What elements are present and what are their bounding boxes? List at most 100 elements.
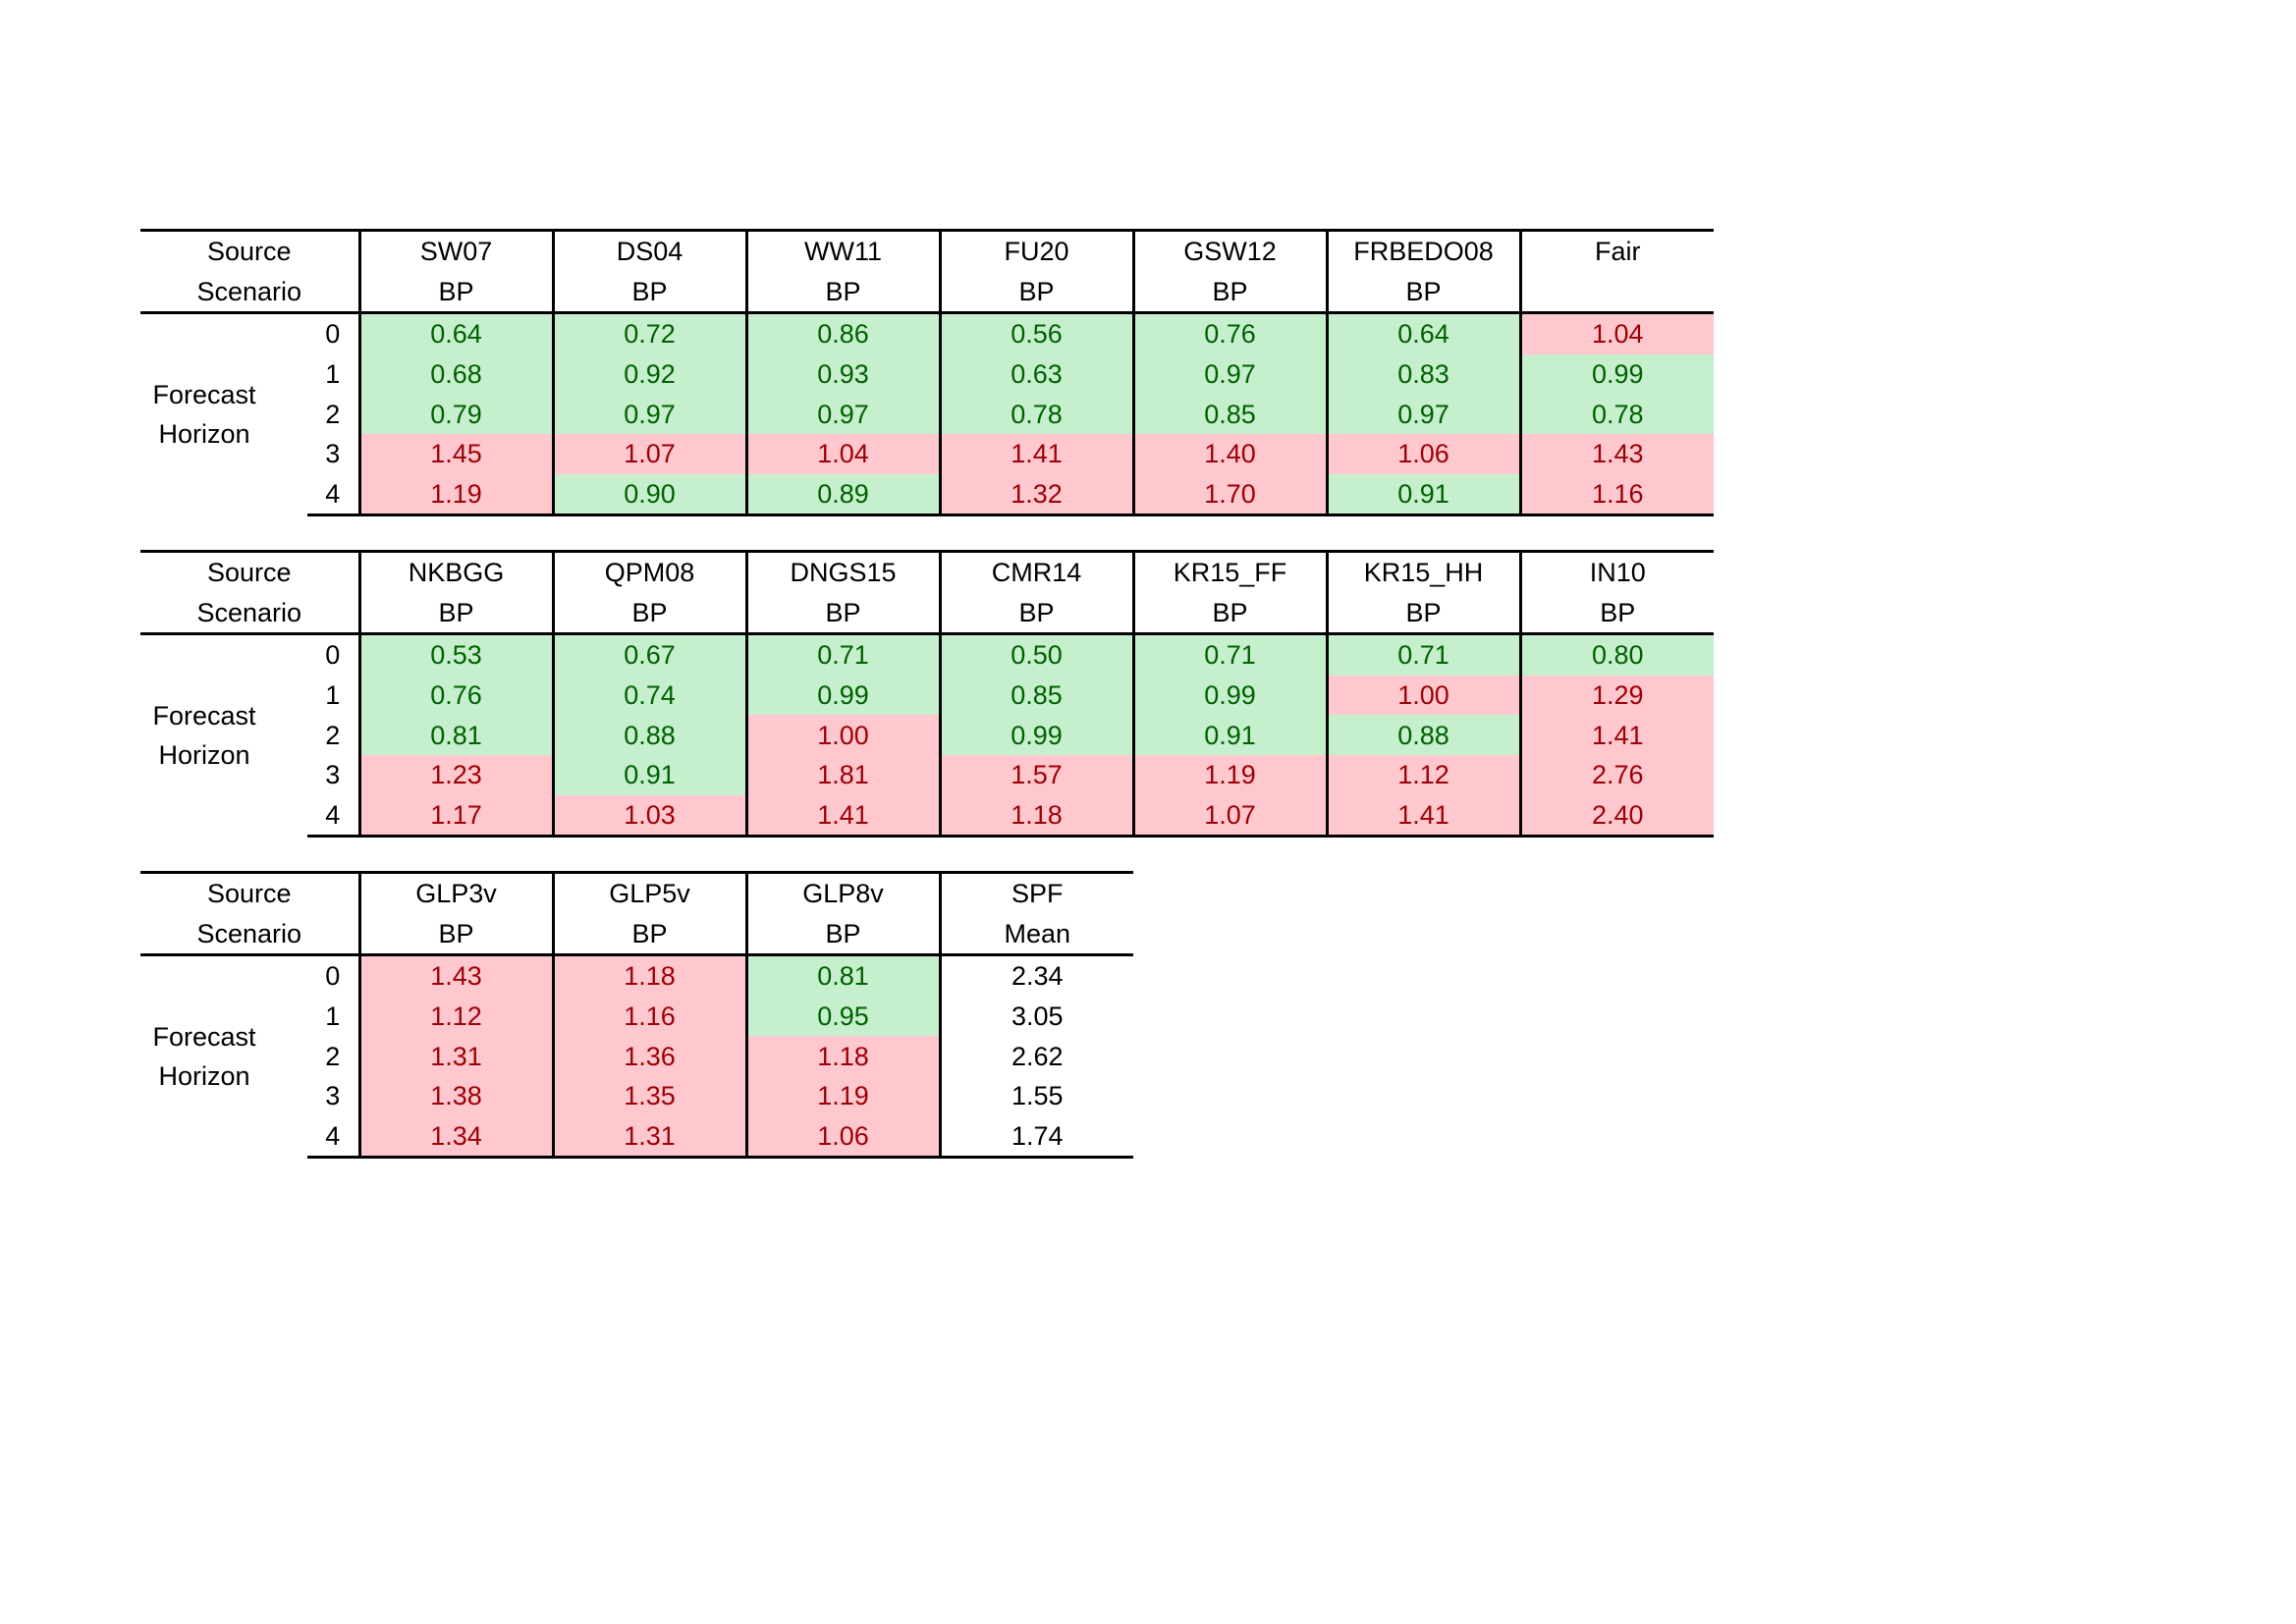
ratio-cell: 2.40 bbox=[1518, 794, 1714, 839]
ratio-cell: 1.03 bbox=[551, 794, 746, 839]
table-row: 4 1.19 0.90 0.89 1.32 1.70 0.91 1.16 bbox=[140, 473, 1714, 517]
ratio-cell: 0.74 bbox=[551, 675, 746, 716]
ratio-cell: 0.68 bbox=[357, 353, 553, 395]
ratio-cell: 1.19 bbox=[1131, 754, 1327, 795]
ratio-cell: 1.55 bbox=[938, 1075, 1133, 1116]
ratio-cell: 1.31 bbox=[551, 1115, 746, 1160]
ratio-cell: 0.64 bbox=[1325, 312, 1520, 354]
scenario-label: BP bbox=[1131, 271, 1327, 315]
ratio-cell: 0.85 bbox=[938, 675, 1133, 716]
forecast-label: Forecast bbox=[152, 701, 256, 731]
ratio-cell: 0.89 bbox=[744, 473, 940, 517]
ratio-cell: 1.07 bbox=[1131, 794, 1327, 839]
table-row: 3 1.23 0.91 1.81 1.57 1.19 1.12 2.76 bbox=[140, 754, 1714, 795]
ratio-cell: 1.16 bbox=[1518, 473, 1714, 517]
ratio-cell: 0.99 bbox=[1518, 353, 1714, 395]
table-row: 3 1.45 1.07 1.04 1.41 1.40 1.06 1.43 bbox=[140, 433, 1714, 474]
ratio-cell: 1.04 bbox=[1518, 312, 1714, 354]
ratio-cell: 0.80 bbox=[1518, 633, 1714, 676]
model-name-header: DNGS15 bbox=[744, 549, 940, 593]
ratio-cell: 0.71 bbox=[1131, 633, 1327, 676]
table-row: Forecast Horizon 0 0.64 0.72 0.86 0.56 0.76 0.… bbox=[140, 312, 1714, 449]
scenario-label: BP bbox=[744, 271, 940, 315]
model-name-header: FRBEDO08 bbox=[1325, 228, 1520, 272]
ratio-cell: 0.79 bbox=[357, 394, 553, 434]
ratio-cell: 1.41 bbox=[1325, 794, 1520, 839]
ratio-cell: 0.91 bbox=[1325, 473, 1520, 517]
ratio-cell: 0.86 bbox=[744, 312, 940, 354]
ratio-cell: 1.06 bbox=[744, 1115, 940, 1160]
ratio-cell: 0.81 bbox=[744, 954, 940, 997]
ratio-cell: 0.76 bbox=[1131, 312, 1327, 354]
ratio-cell: 1.17 bbox=[357, 794, 553, 839]
ratio-cell: 1.40 bbox=[1131, 433, 1327, 474]
ratio-cell: 1.43 bbox=[1518, 433, 1714, 474]
forecast-label: Forecast bbox=[152, 1022, 256, 1053]
horizon-label: Horizon bbox=[158, 740, 250, 771]
ratio-cell: 0.99 bbox=[1131, 675, 1327, 716]
ratio-cell: 0.78 bbox=[938, 394, 1133, 434]
table-row: 1 0.68 0.92 0.93 0.63 0.97 0.83 0.99 bbox=[140, 353, 1714, 395]
ratio-cell: 1.31 bbox=[357, 1036, 553, 1076]
ratio-cell: 1.04 bbox=[744, 433, 940, 474]
scenario-label: BP bbox=[938, 592, 1133, 636]
horizon-number: 2 bbox=[325, 720, 341, 750]
table-row: 1 0.76 0.74 0.99 0.85 0.99 1.00 1.29 bbox=[140, 675, 1714, 716]
ratio-cell: 0.78 bbox=[1518, 394, 1714, 434]
ratio-cell: 1.74 bbox=[938, 1115, 1133, 1160]
ratio-cell: 3.05 bbox=[938, 996, 1133, 1037]
ratio-cell: 2.76 bbox=[1518, 754, 1714, 795]
ratio-cell: 1.41 bbox=[1518, 715, 1714, 755]
table-row: 2 1.31 1.36 1.18 2.62 bbox=[140, 1036, 1133, 1076]
table-row: 1 1.12 1.16 0.95 3.05 bbox=[140, 996, 1133, 1037]
ratio-cell: 1.16 bbox=[551, 996, 746, 1037]
forecast-label: Forecast bbox=[152, 380, 256, 410]
horizon-number: 1 bbox=[325, 1001, 341, 1032]
ratio-cell: 0.88 bbox=[1325, 715, 1520, 755]
ratio-cell: 0.97 bbox=[551, 394, 746, 434]
ratio-cell: 1.12 bbox=[357, 996, 553, 1037]
ratio-cell: 0.97 bbox=[744, 394, 940, 434]
horizon-number: 0 bbox=[325, 640, 341, 671]
table-row: 4 1.17 1.03 1.41 1.18 1.07 1.41 2.40 bbox=[140, 794, 1714, 839]
ratio-cell: 1.41 bbox=[938, 433, 1133, 474]
ratio-cell: 0.99 bbox=[938, 715, 1133, 755]
source-header: Source bbox=[140, 228, 359, 272]
ratio-cell: 1.07 bbox=[551, 433, 746, 474]
ratio-cell: 0.90 bbox=[551, 473, 746, 517]
horizon-number: 2 bbox=[325, 399, 341, 429]
ratio-cell: 0.81 bbox=[357, 715, 553, 755]
horizon-number: 4 bbox=[307, 1115, 359, 1160]
model-name-header: WW11 bbox=[744, 228, 940, 272]
model-name-header: GLP5v bbox=[551, 870, 746, 914]
horizon-number: 0 bbox=[325, 961, 341, 992]
model-name-header: GSW12 bbox=[1131, 228, 1327, 272]
horizon-number: 4 bbox=[307, 794, 359, 839]
source-header: Source bbox=[140, 549, 359, 593]
ratio-cell: 0.67 bbox=[551, 633, 746, 676]
ratio-cell: 1.57 bbox=[938, 754, 1133, 795]
ratio-cell: 1.12 bbox=[1325, 754, 1520, 795]
ratio-cell: 0.99 bbox=[744, 675, 940, 716]
ratio-cell: 0.92 bbox=[551, 353, 746, 395]
ratio-cell: 1.36 bbox=[551, 1036, 746, 1076]
scenario-label: BP bbox=[1325, 271, 1520, 315]
horizon-number: 0 bbox=[325, 319, 341, 350]
horizon-label: Horizon bbox=[158, 1061, 250, 1092]
ratio-cell: 0.53 bbox=[357, 633, 553, 676]
ratio-cell: 1.38 bbox=[357, 1075, 553, 1116]
scenario-label: BP bbox=[551, 913, 746, 957]
horizon-number: 2 bbox=[325, 1041, 341, 1071]
ratio-cell: 1.18 bbox=[744, 1036, 940, 1076]
ratio-cell: 0.95 bbox=[744, 996, 940, 1037]
forecast-horizon-label: Forecast Horizon bbox=[140, 955, 307, 1158]
ratio-cell: 2.62 bbox=[938, 1036, 1133, 1076]
scenario-label: BP bbox=[744, 592, 940, 636]
ratio-cell: 1.18 bbox=[938, 794, 1133, 839]
ratio-cell: 1.00 bbox=[744, 715, 940, 755]
scenario-label bbox=[1518, 271, 1714, 315]
table-row: 4 1.34 1.31 1.06 1.74 bbox=[140, 1115, 1133, 1160]
horizon-number: 1 bbox=[325, 359, 341, 390]
ratio-cell: 0.88 bbox=[551, 715, 746, 755]
ratio-cell: 0.93 bbox=[744, 353, 940, 395]
